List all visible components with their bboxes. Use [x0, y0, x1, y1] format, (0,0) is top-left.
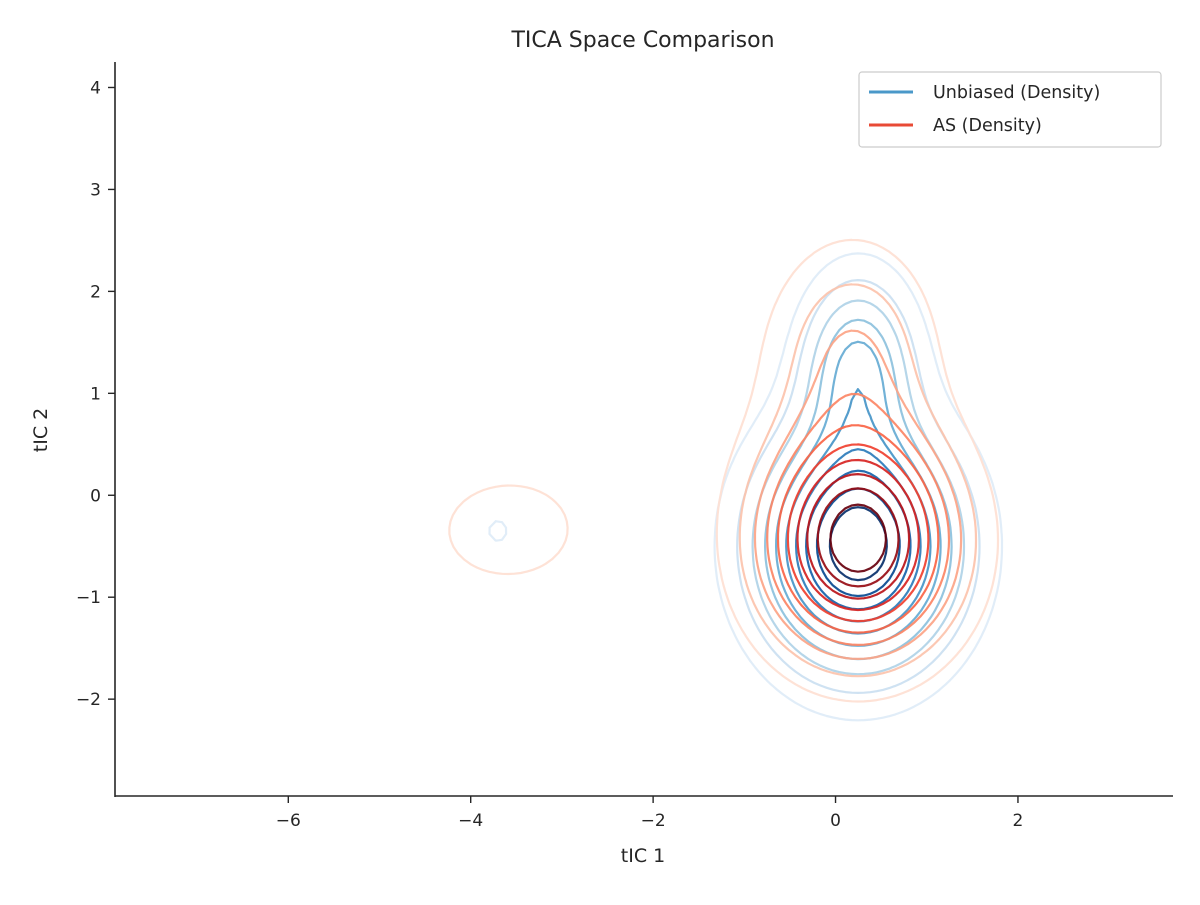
chart-title: TICA Space Comparison: [510, 28, 774, 53]
contour-level-8: [805, 469, 912, 611]
y-tick-label: 3: [90, 180, 101, 200]
x-tick-label: −4: [458, 811, 483, 831]
as-density-contours: [448, 238, 1000, 703]
x-axis-label: tIC 1: [621, 845, 665, 867]
x-tick-label: 0: [830, 811, 841, 831]
contour-level-6: [786, 443, 930, 623]
legend-box: [858, 71, 1162, 148]
contour-level-10: [828, 506, 888, 582]
contour-level-7: [796, 458, 920, 612]
legend: Unbiased (Density) AS (Density): [858, 71, 1162, 148]
contour-level-10: [829, 503, 887, 573]
contour-level-8: [806, 473, 911, 600]
x-tick-label: −2: [641, 811, 666, 831]
y-tick-label: −1: [76, 588, 101, 608]
legend-label-as: AS (Density): [933, 116, 1042, 136]
contour-level-5: [776, 424, 940, 634]
contour-level-2: [738, 283, 978, 678]
y-tick-label: 4: [90, 78, 101, 98]
contour-level-3: [753, 329, 963, 660]
contour-level-1: [488, 252, 1004, 722]
x-tick-label: 2: [1013, 811, 1024, 831]
y-axis-label: tIC 2: [30, 408, 52, 452]
contour-level-9: [816, 487, 900, 588]
x-tick-label: −6: [276, 811, 301, 831]
y-tick-label: 1: [90, 384, 101, 404]
y-tick-label: 2: [90, 282, 101, 302]
axes: [114, 62, 1173, 797]
contour-level-4: [766, 392, 951, 646]
x-ticks: −6 −4 −2 0 2: [276, 796, 1024, 831]
y-ticks: −2 −1 0 1 2 3 4: [76, 78, 115, 710]
y-tick-label: −2: [76, 690, 101, 710]
legend-label-unbiased: Unbiased (Density): [933, 83, 1100, 103]
contour-level-1: [448, 238, 1000, 703]
y-tick-label: 0: [90, 486, 101, 506]
